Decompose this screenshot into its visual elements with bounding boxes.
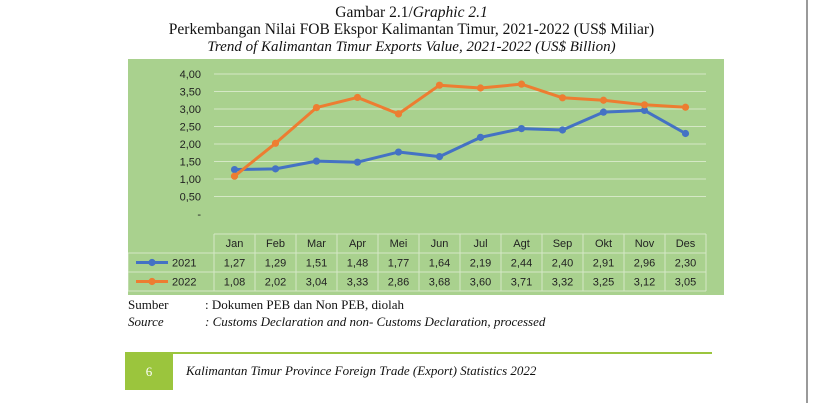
data-label-2021: 1,29 — [265, 258, 286, 270]
y-tick-label: 4,00 — [180, 69, 201, 81]
data-label-2021: 1,48 — [347, 258, 368, 270]
data-label-2021: 2,19 — [470, 258, 491, 270]
data-label-2022: 3,33 — [347, 277, 368, 289]
data-label-2022: 3,60 — [470, 277, 491, 289]
data-label-2022: 3,68 — [429, 277, 450, 289]
legend-label: 2022 — [172, 277, 196, 289]
source-label: Sumber — [128, 297, 169, 312]
x-tick-label: Mar — [307, 238, 326, 250]
x-tick-label: Nov — [635, 238, 655, 250]
data-label-2022: 3,05 — [675, 277, 696, 289]
legend-label: 2021 — [172, 258, 196, 270]
data-point-2021 — [476, 133, 485, 141]
x-tick-label: Sep — [553, 238, 573, 250]
data-point-2021 — [312, 157, 321, 165]
source-text-en: : Customs Declaration and non- Customs D… — [205, 314, 546, 329]
data-point-2022 — [517, 80, 526, 88]
data-point-2021 — [558, 126, 567, 134]
plot-background — [128, 59, 724, 295]
data-label-2021: 1,51 — [306, 258, 327, 270]
data-point-2022 — [353, 93, 362, 102]
data-label-2021: 2,30 — [675, 258, 696, 270]
footer-text: Kalimantan Timur Province Foreign Trade … — [186, 363, 537, 378]
x-tick-label: Jul — [473, 238, 487, 250]
data-label-2021: 1,27 — [224, 258, 245, 270]
source-text: : Dokumen PEB dan Non PEB, diolah — [205, 297, 404, 312]
y-tick-label: - — [197, 209, 201, 221]
data-label-2022: 3,12 — [634, 277, 655, 289]
data-point-2022 — [599, 96, 608, 104]
y-tick-label: 1,00 — [180, 174, 201, 186]
series-line-2021 — [234, 108, 687, 172]
data-point-2022 — [558, 94, 567, 102]
y-tick-label: 3,50 — [180, 87, 201, 99]
data-point-2021 — [394, 148, 403, 156]
data-label-2021: 1,64 — [429, 258, 450, 270]
data-point-2021 — [681, 129, 690, 138]
x-tick-label: Agt — [513, 238, 530, 250]
legend-key-marker — [148, 258, 156, 267]
data-point-2022 — [435, 81, 444, 89]
x-tick-label: Feb — [266, 238, 285, 250]
page-edge-rule — [806, 0, 808, 403]
data-label-2022: 2,02 — [265, 277, 286, 289]
y-tick-label: 3,00 — [180, 104, 201, 116]
data-label-2021: 2,91 — [593, 258, 614, 270]
y-tick-label: 0,50 — [180, 192, 201, 204]
data-label-2022: 3,25 — [593, 277, 614, 289]
data-point-2021 — [230, 165, 239, 174]
y-tick-label: 1,50 — [180, 157, 201, 169]
data-point-2022 — [271, 139, 280, 147]
data-label-2021: 2,96 — [634, 258, 655, 270]
page-number: 6 — [125, 353, 173, 390]
data-point-2021 — [271, 165, 280, 173]
legend-key-marker — [148, 277, 156, 286]
x-tick-label: Apr — [349, 238, 366, 250]
line-chart: - 0,50 1,00 1,50 2,00 2,50 3,00 3,50 4,00 Jan Feb M… — [128, 59, 724, 295]
data-label-2021: 2,44 — [511, 258, 532, 270]
data-point-2022 — [681, 103, 690, 111]
y-tick-label: 2,50 — [180, 122, 201, 134]
data-label-2022: 3,04 — [306, 277, 327, 289]
data-label-2021: 1,77 — [388, 258, 409, 270]
x-tick-label: Des — [676, 238, 696, 250]
x-tick-label: Jan — [226, 238, 244, 250]
data-label-2022: 1,08 — [224, 277, 245, 289]
graphic-label: Gambar 2.1/Graphic 2.1 — [335, 4, 488, 21]
data-point-2022 — [640, 101, 649, 109]
data-point-2022 — [312, 104, 321, 112]
y-tick-label: 2,00 — [180, 139, 201, 151]
data-label-2022: 2,86 — [388, 277, 409, 289]
chart-title: Perkembangan Nilai FOB Ekspor Kalimantan… — [168, 21, 655, 38]
series-line-2022 — [233, 82, 686, 178]
data-label-2022: 3,71 — [511, 277, 532, 289]
chart-subtitle: Trend of Kalimantan Timur Exports Value,… — [207, 39, 616, 55]
x-tick-label: Okt — [595, 238, 612, 250]
footer-rule — [125, 352, 712, 354]
data-point-2021 — [517, 125, 526, 133]
data-label-2022: 3,32 — [552, 277, 573, 289]
data-point-2021 — [435, 153, 444, 161]
data-label-2021: 2,40 — [552, 258, 573, 270]
x-tick-label: Jun — [431, 238, 449, 250]
data-point-2021 — [640, 106, 649, 114]
data-point-2022 — [476, 84, 485, 92]
data-point-2022 — [230, 172, 239, 180]
source-label-en: Source — [128, 314, 164, 329]
x-tick-label: Mei — [390, 238, 408, 250]
data-point-2021 — [353, 158, 362, 166]
data-point-2021 — [599, 108, 608, 116]
data-point-2022 — [394, 110, 403, 118]
